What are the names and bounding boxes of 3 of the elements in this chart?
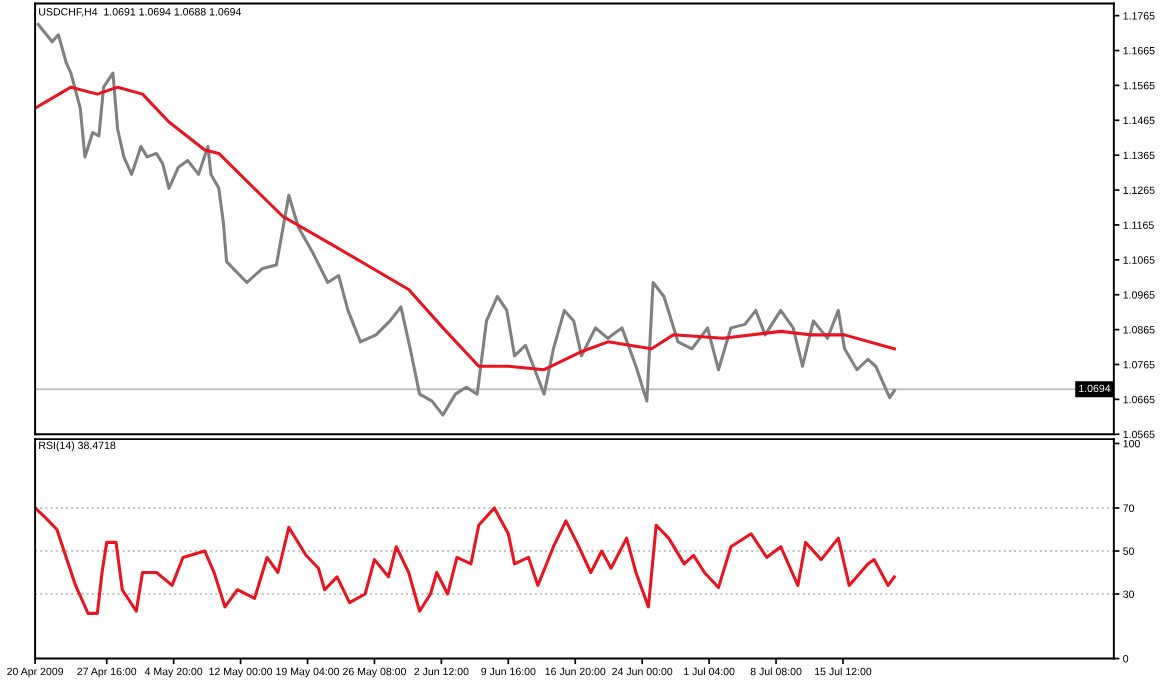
line-series (35, 85, 896, 372)
line-series (36, 22, 896, 417)
line-series (35, 506, 896, 615)
